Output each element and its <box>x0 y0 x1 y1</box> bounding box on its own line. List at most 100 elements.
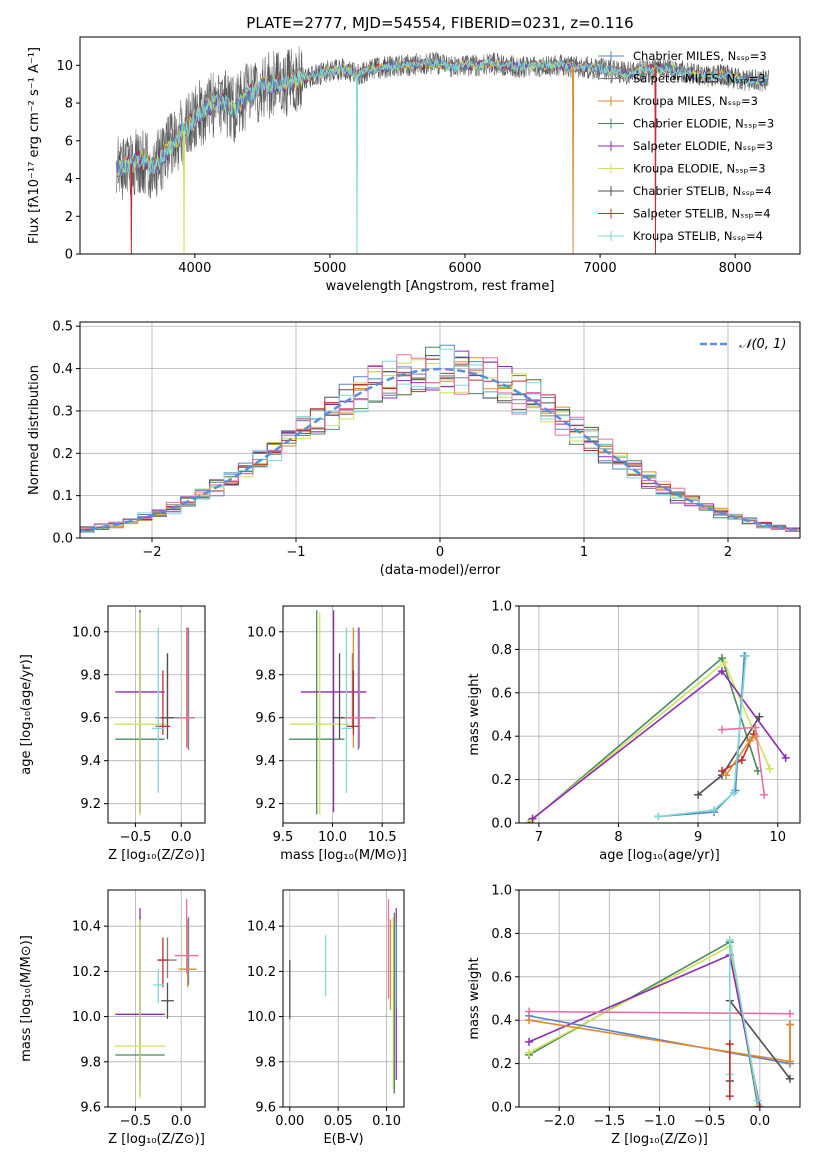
x-tick-label: 4000 <box>178 261 211 276</box>
gaussian-curve <box>80 367 800 532</box>
y-tick-label: 0.0 <box>491 1101 512 1116</box>
mass_vs_ebv-plot-area <box>289 899 397 1094</box>
x-tick-label: −2 <box>142 545 161 560</box>
x-tick-label: 7000 <box>584 261 617 276</box>
legend-entry: Kroupa MILES, Nₛₛₚ=3 <box>633 94 758 108</box>
age_vs_mass-plot-area <box>288 610 376 815</box>
x-tick-label: 6000 <box>448 261 481 276</box>
x-tick-label: 8 <box>614 830 622 845</box>
y-tick-label: 0.6 <box>491 970 512 985</box>
y-tick-label: 0.2 <box>52 447 73 462</box>
weight_vs_age-plot-area <box>524 651 790 823</box>
y-tick-label: 9.8 <box>255 668 276 683</box>
y-tick-label: 10.4 <box>72 920 101 935</box>
y-tick-label: 1.0 <box>491 884 512 899</box>
age_vs_mass-frame <box>282 605 405 824</box>
y-tick-label: 0.2 <box>491 773 512 788</box>
legend-entry: Salpeter ELODIE, Nₛₛₚ=3 <box>633 139 773 153</box>
spectrum-frame <box>79 36 801 255</box>
weight_vs_Z-plot-area <box>525 935 794 1107</box>
mass_vs_Z-panel: −0.5 0.0 9.6 9.8 10.0 10.2 10.4 Z [log₁₀(Z/Z⊙)]… <box>19 889 206 1147</box>
spectrum-plot-area <box>116 46 769 254</box>
y-tick-label: 9.8 <box>255 1055 276 1070</box>
mass_vs_Z-plot-area <box>114 899 199 1098</box>
age_vs_mass-xlabel: mass [log₁₀(M/M⊙)] <box>280 848 407 863</box>
x-tick-label: −2.0 <box>543 1114 575 1129</box>
mass_vs_Z-frame <box>107 889 206 1108</box>
series-line <box>528 940 759 1107</box>
x-tick-label: 0.0 <box>171 1114 192 1129</box>
y-tick-label: 0.8 <box>491 643 512 658</box>
y-tick-label: 8 <box>65 97 73 112</box>
y-tick-label: 0.4 <box>52 362 73 377</box>
x-tick-label: −0.5 <box>120 1114 152 1129</box>
y-tick-label: 10.2 <box>72 965 101 980</box>
residuals-plot-area <box>80 344 800 535</box>
series-line <box>658 655 747 818</box>
age_vs_Z-plot-area <box>114 610 195 815</box>
x-tick-label: −0.5 <box>120 830 152 845</box>
x-tick-label: 0.00 <box>275 1114 304 1129</box>
y-tick-label: 0.2 <box>491 1057 512 1072</box>
y-tick-label: 0.4 <box>491 1014 512 1029</box>
y-tick-label: 1.0 <box>491 600 512 615</box>
spectrum-legend: Chabrier MILES, Nₛₛₚ=3 Salpeter MILES, Nₛ… <box>598 49 774 243</box>
y-tick-label: 9.6 <box>80 1101 101 1116</box>
y-tick-label: 10 <box>56 59 73 74</box>
y-tick-label: 0.4 <box>491 730 512 745</box>
y-tick-label: 9.6 <box>255 711 276 726</box>
x-tick-label: 9.5 <box>273 830 294 845</box>
x-tick-label: −1.5 <box>594 1114 626 1129</box>
legend-entry: Kroupa STELIB, Nₛₛₚ=4 <box>633 229 763 243</box>
figure-title: PLATE=2777, MJD=54554, FIBERID=0231, z=0… <box>246 14 633 32</box>
legend-entry: Chabrier MILES, Nₛₛₚ=3 <box>633 49 767 63</box>
x-tick-label: 5000 <box>313 261 346 276</box>
y-tick-label: 9.4 <box>80 754 101 769</box>
age_vs_mass-panel: 9.5 10.0 10.5 9.2 9.4 9.6 9.8 10.0 mass [log₁₀(M… <box>247 605 407 863</box>
age_vs_Z-ylabel: age [log₁₀(age/yr)] <box>19 654 34 775</box>
y-tick-label: 10.0 <box>72 625 101 640</box>
age_vs_Z-xlabel: Z [log₁₀(Z/Z⊙)] <box>108 848 205 863</box>
spectrum-dip <box>654 69 657 254</box>
x-tick-label: −1.0 <box>644 1114 676 1129</box>
x-tick-label: 10.0 <box>318 830 347 845</box>
y-tick-label: 10.0 <box>247 1010 276 1025</box>
histogram-step <box>80 354 800 532</box>
series-line <box>528 656 759 823</box>
x-tick-label: 2 <box>724 545 732 560</box>
x-tick-label: 10 <box>769 830 786 845</box>
legend-entry: Salpeter STELIB, Nₛₛₚ=4 <box>633 207 771 221</box>
series-line <box>528 1010 791 1015</box>
legend-entry: Chabrier ELODIE, Nₛₛₚ=3 <box>633 117 774 131</box>
x-tick-label: 10.5 <box>368 830 397 845</box>
legend-entry: 𝒩(0, 1) <box>739 337 786 352</box>
y-tick-label: 9.2 <box>255 797 276 812</box>
spectrum-dip <box>355 74 358 254</box>
y-tick-label: 9.6 <box>255 1101 276 1116</box>
mass_vs_ebv-xlabel: E(B-V) <box>323 1132 363 1147</box>
y-tick-label: 9.6 <box>80 711 101 726</box>
y-tick-label: 9.8 <box>80 1055 101 1070</box>
series-line <box>528 953 761 1107</box>
y-tick-label: 0.6 <box>491 686 512 701</box>
y-tick-label: 0.0 <box>52 532 73 547</box>
weight_vs_Z-ylabel: mass weight <box>467 957 482 1039</box>
x-tick-label: 0 <box>436 545 444 560</box>
legend-entry: Kroupa ELODIE, Nₛₛₚ=3 <box>633 162 766 176</box>
spectrum-panel: 4000 5000 6000 7000 8000 0 2 4 6 8 10 wavelength [A… <box>27 36 801 294</box>
x-tick-label: −1 <box>286 545 305 560</box>
y-tick-label: 10.2 <box>247 965 276 980</box>
y-tick-label: 10.4 <box>247 920 276 935</box>
x-tick-label: 8000 <box>719 261 752 276</box>
x-tick-label: 0.10 <box>372 1114 401 1129</box>
spectrum-line <box>116 58 769 176</box>
mass_vs_ebv-frame <box>282 889 405 1108</box>
weight_vs_age-panel: 7 8 9 10 0.0 0.2 0.4 0.6 0.8 1.0 age [log₁₀(age/yr… <box>467 600 801 863</box>
y-tick-label: 4 <box>65 172 73 187</box>
y-tick-label: 10.0 <box>72 1010 101 1025</box>
legend-entry: Salpeter MILES, Nₛₛₚ=3 <box>633 72 766 86</box>
x-tick-label: 0.0 <box>750 1114 771 1129</box>
legend-entry: Chabrier STELIB, Nₛₛₚ=4 <box>633 184 772 198</box>
y-tick-label: 9.2 <box>80 797 101 812</box>
y-tick-label: 0.8 <box>491 927 512 942</box>
